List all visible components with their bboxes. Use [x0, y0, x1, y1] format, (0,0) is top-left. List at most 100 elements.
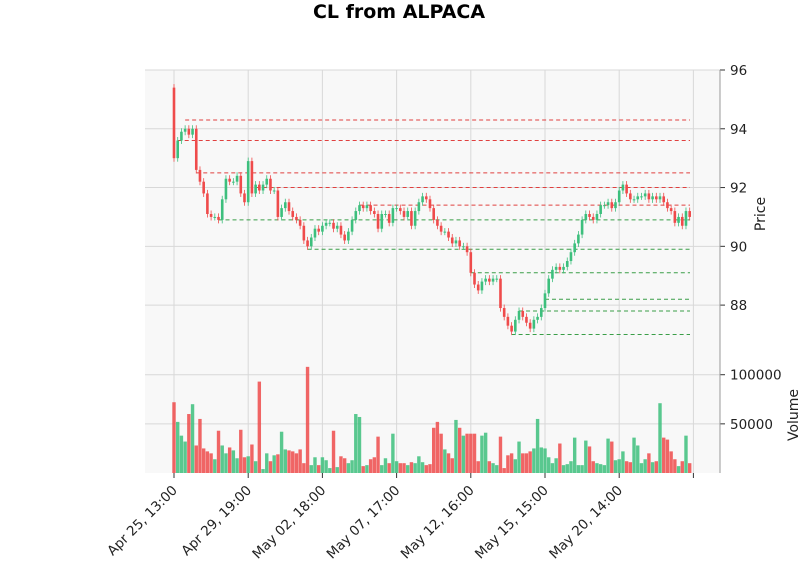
candle-body [387, 214, 391, 223]
volume-bar [643, 459, 647, 473]
candle-body [302, 225, 306, 241]
volume-bar [569, 461, 573, 473]
candle-body [521, 310, 525, 317]
candle-body [202, 181, 205, 194]
candle-body [291, 211, 295, 217]
volume-tick-label: 100000 [730, 368, 782, 384]
volume-bar [179, 435, 184, 473]
candle-body [662, 196, 666, 203]
candle-body [295, 216, 298, 220]
volume-bar [639, 463, 644, 473]
candle-body [591, 216, 595, 220]
candle-body [577, 234, 580, 244]
candle-body [595, 214, 599, 220]
time-tick-label: Apr 29, 19:00 [178, 483, 255, 560]
candle-body [395, 208, 398, 210]
price-tick-label: 88 [730, 298, 747, 314]
volume-bar [465, 433, 469, 473]
price-tick-label: 90 [730, 239, 747, 255]
volume-bar [621, 451, 625, 473]
time-tick-label: May 15, 15:00 [472, 483, 552, 563]
candle-body [502, 308, 506, 317]
candle-body [450, 237, 454, 244]
candle-body [651, 196, 654, 200]
candle-body [176, 140, 180, 159]
candle-body [547, 278, 551, 294]
candle-body [391, 208, 395, 223]
candle-body [347, 231, 350, 241]
chart-title: CL from ALPACA [313, 1, 485, 23]
price-axis-label: Price [753, 197, 769, 231]
candle-body [402, 211, 406, 217]
volume-bar [684, 435, 688, 473]
time-tick-label: Apr 25, 13:00 [104, 483, 181, 560]
volume-axis-label: Volume [786, 389, 800, 441]
volume-bar [331, 430, 336, 473]
candle-body [321, 225, 324, 232]
candle-body [669, 208, 673, 212]
candle-body [610, 202, 614, 209]
volume-bar [420, 462, 425, 473]
candle-body [588, 214, 591, 217]
volume-bar [432, 427, 436, 473]
candle-body [625, 184, 628, 194]
candle-body [380, 214, 384, 229]
volume-bar [584, 440, 588, 473]
candle-body [335, 225, 339, 229]
candle-body [599, 205, 602, 214]
volume-bar [350, 460, 354, 473]
candle-body [410, 211, 413, 226]
candle-body [206, 193, 209, 214]
candle-body [187, 128, 191, 135]
volume-bar [606, 438, 610, 473]
volume-bar [543, 448, 547, 473]
candle-body [680, 216, 684, 226]
candle-body [276, 190, 280, 217]
candle-body [436, 219, 439, 226]
candle-body [421, 196, 424, 203]
candle-body [261, 184, 265, 191]
volume-bar [320, 457, 325, 473]
volume-bar [394, 461, 399, 473]
volume-bar [547, 457, 551, 473]
candle-body [580, 219, 584, 235]
volume-bar [279, 431, 284, 473]
volume-bar [201, 448, 206, 473]
candle-body [350, 219, 354, 232]
candle-body [465, 246, 469, 253]
candle-body [539, 308, 543, 317]
volume-bar [324, 460, 328, 473]
candle-body [554, 266, 558, 270]
candle-body [172, 87, 176, 159]
candle-body [217, 216, 220, 220]
volume-bar [361, 466, 365, 473]
candle-body [298, 219, 302, 226]
volume-bar [450, 458, 454, 473]
price-panel: 88 90 92 94 96 Price [145, 63, 769, 358]
candle-body [439, 225, 443, 232]
candle-body [636, 196, 640, 200]
candle-body [373, 211, 376, 214]
volume-bar [647, 453, 651, 473]
volume-bar [339, 456, 343, 473]
volume-bar [176, 421, 180, 473]
volume-bar [572, 437, 577, 473]
candle-body [677, 216, 680, 223]
candle-body [495, 278, 499, 280]
candle-body [358, 205, 361, 212]
volume-bar [383, 458, 388, 473]
volume-bar [220, 445, 224, 473]
candle-body [632, 199, 636, 201]
volume-bar [658, 403, 662, 473]
candle-body [525, 316, 528, 323]
volume-axis: 50000 100000 [720, 368, 782, 433]
candle-body [476, 284, 480, 291]
candle-body [458, 240, 461, 247]
candle-body [543, 293, 547, 309]
time-tick-label: May 20, 14:00 [546, 483, 626, 563]
volume-bar [487, 461, 492, 473]
candle-body [488, 278, 491, 282]
candle-body [647, 193, 651, 200]
candle-body [424, 196, 428, 200]
candle-body [224, 178, 228, 200]
